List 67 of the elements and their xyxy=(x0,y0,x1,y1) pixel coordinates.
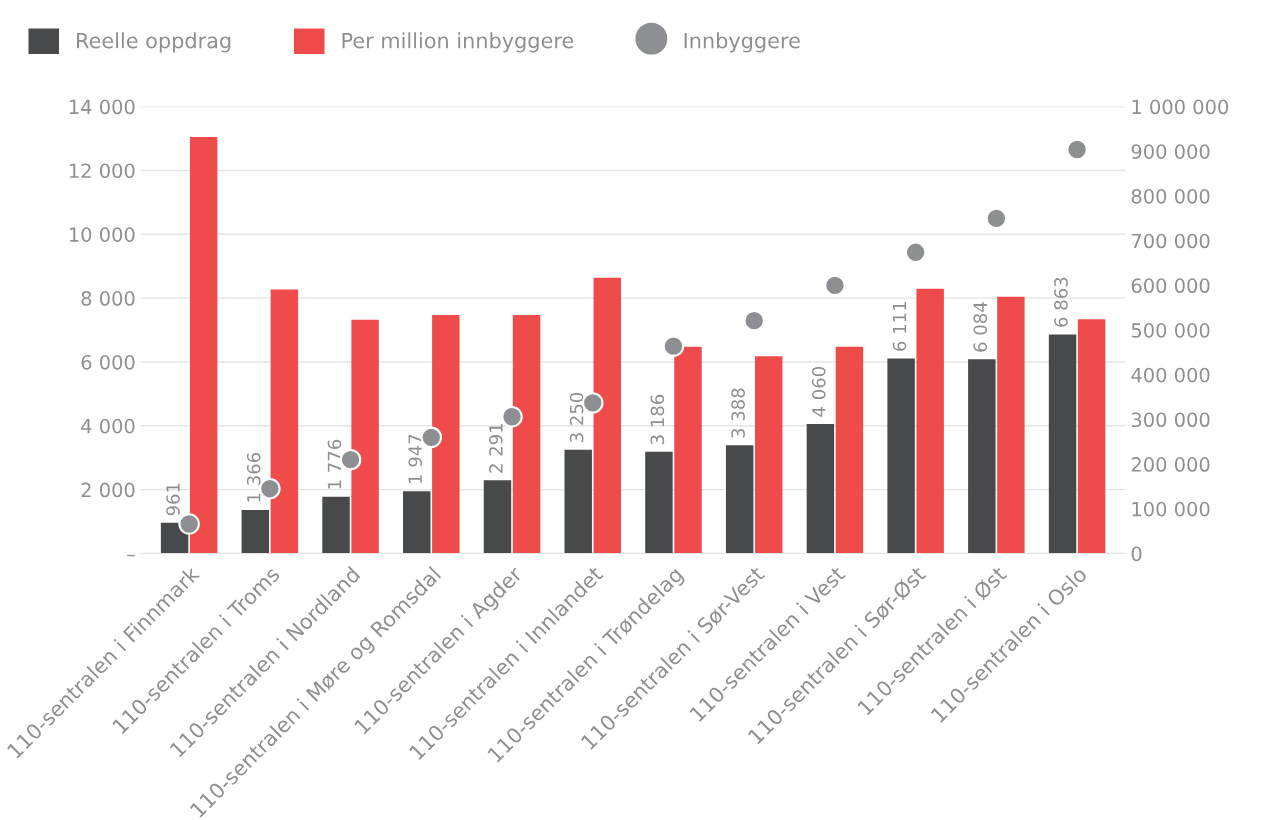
y2-tick-label: 300 000 xyxy=(1131,412,1210,428)
y-tick-label: 8 000 xyxy=(81,291,135,306)
y-tick-label: 14 000 xyxy=(69,99,135,115)
y-tick-label: 2 000 xyxy=(81,482,135,498)
data-label: 1 366 xyxy=(246,452,261,502)
data-label: 2 291 xyxy=(489,423,503,473)
bar xyxy=(725,445,754,554)
bar xyxy=(322,496,350,554)
y2-tick-label: 1 000 000 xyxy=(1132,99,1229,115)
bar xyxy=(968,359,996,554)
data-label: 4 060 xyxy=(811,367,826,417)
data-label: 6 111 xyxy=(892,302,907,351)
bar xyxy=(241,509,270,554)
y-tick-label: 12 000 xyxy=(69,163,135,179)
bar xyxy=(835,346,864,554)
data-label: 6 863 xyxy=(1054,277,1068,327)
bar xyxy=(270,289,299,554)
y2-tick-label: 800 000 xyxy=(1131,188,1210,204)
y2-tick-label: 0 xyxy=(1131,546,1142,562)
bar xyxy=(645,451,673,554)
y-tick-label: 6 000 xyxy=(81,354,135,370)
bar xyxy=(403,491,431,554)
y2-tick-label: 900 000 xyxy=(1131,144,1210,159)
point xyxy=(743,309,765,332)
bar xyxy=(189,136,218,554)
bar xyxy=(483,480,512,554)
bar xyxy=(351,319,379,554)
point xyxy=(259,477,281,500)
bar xyxy=(512,315,541,554)
point xyxy=(904,241,927,264)
legend-label: Reelle oppdrag xyxy=(77,32,231,53)
bar xyxy=(593,277,621,554)
data-label: 1 776 xyxy=(327,439,342,489)
y2-tick-label: 600 000 xyxy=(1131,278,1210,294)
y2-tick-label: 500 000 xyxy=(1131,323,1210,338)
data-label: 3 250 xyxy=(569,392,584,442)
bar xyxy=(806,423,835,554)
point xyxy=(1066,138,1088,161)
point xyxy=(501,405,523,428)
point xyxy=(824,274,846,297)
bar xyxy=(674,346,702,554)
y2-tick-label: 700 000 xyxy=(1131,233,1210,249)
bar xyxy=(432,315,460,554)
data-label: 1 947 xyxy=(408,434,422,483)
bar xyxy=(564,449,592,554)
legend-label: Per million innbyggere xyxy=(342,32,574,53)
point xyxy=(420,426,443,449)
bar xyxy=(1048,334,1077,554)
y2-tick-label: 100 000 xyxy=(1132,501,1210,517)
y-tick-label: 10 000 xyxy=(69,227,135,242)
y-tick-label: 4 000 xyxy=(81,418,135,434)
point xyxy=(985,207,1008,230)
y2-tick-label: 200 000 xyxy=(1131,457,1210,472)
legend-label: Innbyggere xyxy=(684,32,800,53)
bar xyxy=(887,358,915,554)
data-label: 6 084 xyxy=(973,302,988,352)
data-label: 961 xyxy=(166,483,180,516)
bar xyxy=(755,356,783,554)
bar xyxy=(1077,319,1106,554)
point xyxy=(178,513,200,535)
y2-tick-label: 400 000 xyxy=(1131,367,1210,383)
data-label: 3 388 xyxy=(731,388,745,438)
point xyxy=(662,335,685,357)
bar xyxy=(916,288,944,554)
bar xyxy=(997,296,1025,554)
y-tick-label: – xyxy=(127,554,135,557)
data-label: 3 186 xyxy=(650,394,665,445)
